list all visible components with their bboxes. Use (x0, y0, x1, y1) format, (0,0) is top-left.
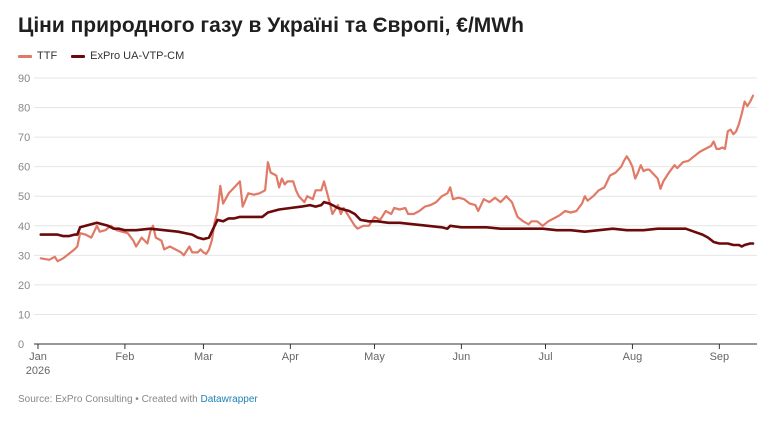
y-tick-label-10: 10 (18, 309, 30, 321)
legend-item-expro: ExPro UA-VTP-CM (71, 50, 184, 62)
series-line-expro-ua-vtp-cm (39, 200, 755, 248)
footer-separator: • (132, 394, 142, 405)
y-tick-label-90: 90 (18, 73, 30, 85)
x-tick-label-feb: Feb (115, 351, 134, 363)
legend-item-ttf: TTF (18, 50, 57, 62)
x-tick-label-apr: Apr (282, 351, 299, 363)
y-tick-label-20: 20 (18, 280, 30, 292)
legend: TTF ExPro UA-VTP-CM (18, 48, 184, 64)
legend-swatch-ttf (18, 54, 32, 58)
x-tick-label-jan: Jan (29, 351, 47, 363)
y-tick-label-60: 60 (18, 162, 30, 174)
y-tick-label-0: 0 (18, 339, 24, 351)
chart-title: Ціни природного газу в Україні та Європі… (18, 14, 524, 37)
legend-label-ttf: TTF (37, 50, 58, 62)
footer: Source: ExPro Consulting • Created with … (18, 394, 258, 405)
y-tick-label-70: 70 (18, 132, 30, 144)
x-tick-label-jun: Jun (453, 351, 471, 363)
x-tick-label-sep: Sep (710, 351, 730, 363)
y-tick-label-50: 50 (18, 191, 30, 203)
x-tick-label-may: May (364, 351, 385, 363)
footer-source: Source: ExPro Consulting (18, 394, 133, 405)
x-tick-label-mar: Mar (194, 351, 213, 363)
x-tick-label-aug: Aug (623, 351, 643, 363)
y-tick-label-80: 80 (18, 103, 30, 115)
datawrapper-link[interactable]: Datawrapper (200, 394, 258, 405)
y-tick-label-40: 40 (18, 221, 30, 233)
series-line-ttf (39, 94, 755, 263)
x-tick-label-jul: Jul (538, 351, 552, 363)
legend-swatch-expro (71, 54, 86, 58)
footer-created-with: Created with (141, 394, 198, 405)
y-tick-label-30: 30 (18, 250, 30, 262)
x-tick-sublabel-2026: 2026 (26, 365, 50, 377)
legend-label-expro: ExPro UA-VTP-CM (90, 50, 185, 62)
